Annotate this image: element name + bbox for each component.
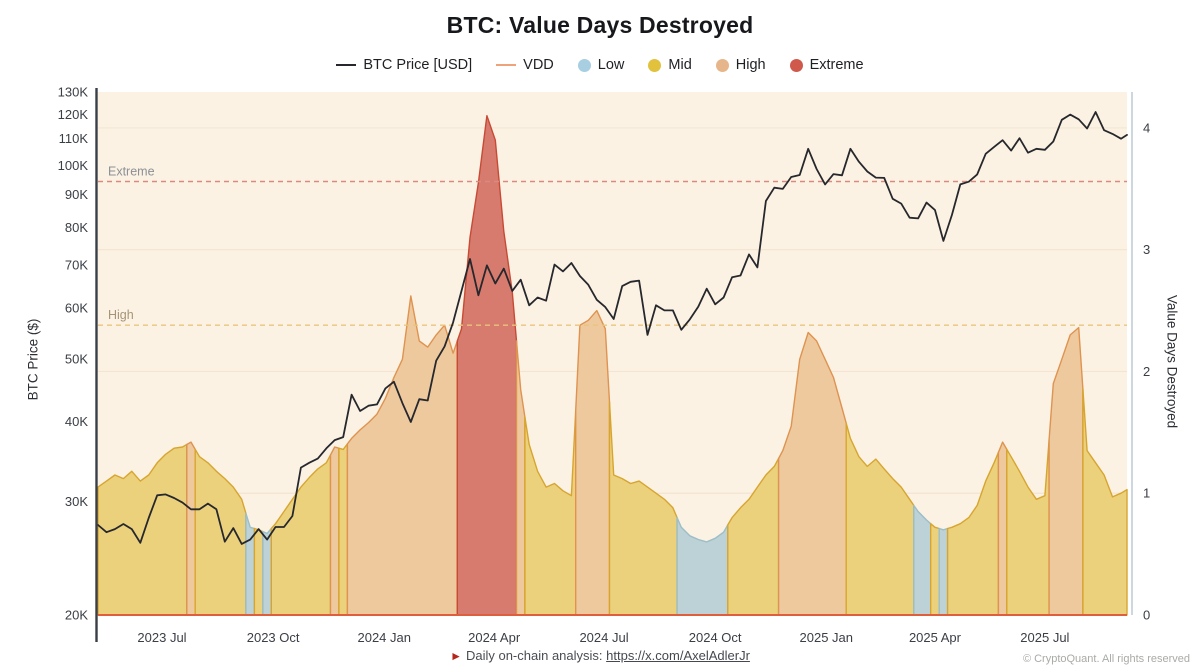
legend-line-swatch xyxy=(496,64,517,66)
legend-item-vdd[interactable]: VDD xyxy=(496,57,554,73)
threshold-high-label: High xyxy=(108,308,134,322)
left-axis-tick: 40K xyxy=(65,414,88,429)
x-axis-tick: 2023 Oct xyxy=(247,630,300,645)
legend-dot-swatch xyxy=(577,58,591,72)
legend: BTC Price [USD] VDD Low Mid High Extreme xyxy=(0,57,1200,73)
vdd-area-mid xyxy=(1082,388,1128,616)
left-axis-tick: 70K xyxy=(65,257,88,272)
vdd-area-high xyxy=(329,446,340,616)
right-axis-tick: 1 xyxy=(1143,486,1150,501)
copyright-notice: © CryptoQuant. All rights reserved xyxy=(1022,653,1190,665)
right-axis-tick: 3 xyxy=(1143,242,1150,257)
vdd-area-mid xyxy=(97,443,188,616)
threshold-extreme-label: Extreme xyxy=(108,165,155,179)
legend-item-mid[interactable]: Mid xyxy=(648,57,692,73)
legend-label: Extreme xyxy=(809,57,864,73)
x-axis-tick: 2025 Jan xyxy=(800,630,854,645)
x-axis-tick: 2024 Jan xyxy=(357,630,411,645)
x-axis-tick: 2025 Apr xyxy=(909,630,962,645)
left-axis-tick: 110K xyxy=(59,131,89,146)
left-axis-tick: 130K xyxy=(58,85,89,100)
footer-analysis: ► Daily on-chain analysis: https://x.com/… xyxy=(0,648,1200,663)
legend-dot-swatch xyxy=(715,58,729,72)
vdd-area-low xyxy=(262,527,272,616)
legend-item-btc-price-usd-[interactable]: BTC Price [USD] xyxy=(336,57,472,73)
legend-label: High xyxy=(735,57,766,73)
vdd-area-high xyxy=(346,295,458,616)
left-axis-tick: 90K xyxy=(65,187,88,202)
flag-icon: ► xyxy=(450,649,462,663)
legend-dot-swatch xyxy=(648,58,662,72)
legend-item-high[interactable]: High xyxy=(715,57,766,73)
left-axis-tick: 30K xyxy=(65,494,88,509)
legend-dot-swatch xyxy=(789,58,803,72)
vdd-area-high xyxy=(575,309,611,616)
right-axis-title: Value Days Destroyed xyxy=(1164,294,1180,429)
vdd-area-low xyxy=(913,504,932,616)
left-axis-tick: 120K xyxy=(58,107,89,122)
x-axis-tick: 2024 Oct xyxy=(689,630,742,645)
vdd-area-mid xyxy=(253,527,264,616)
btc-price-line xyxy=(97,111,1128,545)
left-axis-tick: 80K xyxy=(65,220,88,235)
right-axis-tick: 4 xyxy=(1143,120,1150,135)
vdd-area-high xyxy=(186,441,196,616)
x-axis-tick: 2023 Jul xyxy=(137,630,186,645)
vdd-area-mid xyxy=(930,523,940,616)
right-axis-tick: 2 xyxy=(1143,364,1150,379)
footer-analysis-link[interactable]: https://x.com/AxelAdlerJr xyxy=(606,648,750,663)
vdd-area-mid xyxy=(338,443,349,616)
footer-analysis-text: Daily on-chain analysis: xyxy=(465,648,607,663)
chart-title: BTC: Value Days Destroyed xyxy=(446,12,754,38)
legend-label: Low xyxy=(597,57,625,73)
vdd-area-low xyxy=(938,527,949,616)
legend-label: VDD xyxy=(523,57,554,73)
vdd-area-low xyxy=(245,512,256,616)
left-axis-title: BTC Price ($) xyxy=(25,318,41,401)
left-axis-tick: 20K xyxy=(65,608,88,623)
legend-line-swatch xyxy=(336,64,357,66)
legend-item-low[interactable]: Low xyxy=(577,57,625,73)
legend-item-extreme[interactable]: Extreme xyxy=(789,57,864,73)
x-axis-tick: 2024 Apr xyxy=(468,630,521,645)
x-axis-tick: 2025 Jul xyxy=(1020,630,1069,645)
right-axis-tick: 0 xyxy=(1143,608,1150,623)
vdd-area-high xyxy=(997,441,1008,616)
left-axis-tick: 60K xyxy=(65,301,88,316)
legend-label: Mid xyxy=(668,57,692,73)
left-axis-tick: 100K xyxy=(58,158,89,173)
x-axis-tick: 2024 Jul xyxy=(579,630,628,645)
left-axis-tick: 50K xyxy=(65,351,88,366)
legend-label: BTC Price [USD] xyxy=(363,57,473,73)
